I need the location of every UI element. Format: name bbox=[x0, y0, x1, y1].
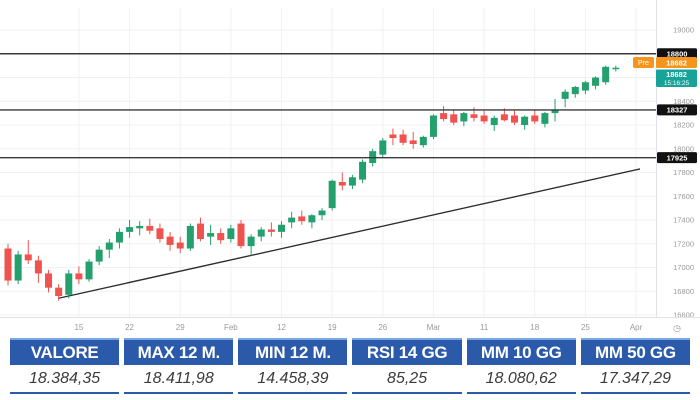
pre-market-tag bbox=[633, 57, 654, 68]
column-value: 18.080,62 bbox=[466, 365, 576, 394]
svg-text:11: 11 bbox=[480, 323, 489, 332]
candlestick-chart[interactable]: 1900018800186001840018200180001780017600… bbox=[0, 0, 700, 336]
table-column-min12m: MIN 12 M. 14.458,39 bbox=[238, 338, 348, 394]
level-lines[interactable]: 18800 18327 17925 bbox=[0, 48, 697, 164]
candles bbox=[4, 65, 620, 301]
countdown-timer: 15:16:25 bbox=[664, 80, 690, 87]
table-column-rsi14: RSI 14 GG 85,25 bbox=[352, 338, 462, 394]
pre-market-price-label bbox=[656, 57, 697, 68]
column-header: RSI 14 GG bbox=[352, 338, 462, 365]
svg-text:18200: 18200 bbox=[673, 121, 694, 130]
table-column-mm10: MM 10 GG 18.080,62 bbox=[466, 338, 576, 394]
price-chart-svg[interactable]: 1900018800186001840018200180001780017600… bbox=[0, 0, 700, 336]
time-axis-labels: 15 22 29 Feb 12 19 26 Mar 11 18 25 Apr ◷ bbox=[74, 323, 681, 334]
svg-text:22: 22 bbox=[125, 323, 134, 332]
column-value: 17.347,29 bbox=[580, 365, 690, 394]
column-header: VALORE bbox=[10, 338, 120, 365]
column-header: MIN 12 M. bbox=[238, 338, 348, 365]
svg-text:17600: 17600 bbox=[673, 192, 694, 201]
svg-text:25: 25 bbox=[581, 323, 590, 332]
svg-text:17400: 17400 bbox=[673, 216, 694, 225]
column-header: MM 10 GG bbox=[466, 338, 576, 365]
column-value: 18.411,98 bbox=[124, 365, 234, 394]
svg-text:18800: 18800 bbox=[667, 50, 688, 59]
last-price-label bbox=[656, 69, 697, 87]
svg-text:15: 15 bbox=[74, 323, 83, 332]
svg-text:18682: 18682 bbox=[666, 70, 687, 79]
clock-icon[interactable]: ◷ bbox=[673, 324, 681, 334]
svg-text:Pre: Pre bbox=[638, 60, 649, 67]
svg-text:19000: 19000 bbox=[673, 26, 694, 35]
svg-text:16600: 16600 bbox=[673, 311, 694, 320]
svg-text:29: 29 bbox=[176, 323, 185, 332]
svg-text:Mar: Mar bbox=[427, 323, 441, 332]
indicator-table: VALORE 18.384,35 MAX 12 M. 18.411,98 MIN… bbox=[10, 338, 690, 394]
table-column-max12m: MAX 12 M. 18.411,98 bbox=[124, 338, 234, 394]
column-value: 85,25 bbox=[352, 365, 462, 394]
svg-text:19: 19 bbox=[328, 323, 337, 332]
svg-text:17800: 17800 bbox=[673, 168, 694, 177]
svg-text:17000: 17000 bbox=[673, 263, 694, 272]
svg-text:17925: 17925 bbox=[667, 153, 688, 162]
table-column-valore: VALORE 18.384,35 bbox=[10, 338, 120, 394]
svg-text:18682: 18682 bbox=[666, 58, 687, 67]
svg-text:18327: 18327 bbox=[667, 106, 688, 115]
column-value: 14.458,39 bbox=[238, 365, 348, 394]
svg-text:18000: 18000 bbox=[673, 144, 694, 153]
price-gridlines: 1900018800186001840018200180001780017600… bbox=[0, 26, 694, 320]
svg-text:16800: 16800 bbox=[673, 287, 694, 296]
svg-text:18: 18 bbox=[530, 323, 539, 332]
column-header: MAX 12 M. bbox=[124, 338, 234, 365]
svg-text:18400: 18400 bbox=[673, 97, 694, 106]
column-header: MM 50 GG bbox=[580, 338, 690, 365]
column-value: 18.384,35 bbox=[10, 365, 120, 394]
svg-text:17200: 17200 bbox=[673, 239, 694, 248]
svg-text:Feb: Feb bbox=[224, 323, 238, 332]
svg-text:12: 12 bbox=[277, 323, 286, 332]
svg-text:Apr: Apr bbox=[630, 323, 643, 332]
svg-text:26: 26 bbox=[378, 323, 387, 332]
table-column-mm50: MM 50 GG 17.347,29 bbox=[580, 338, 690, 394]
trendline[interactable] bbox=[57, 168, 641, 300]
